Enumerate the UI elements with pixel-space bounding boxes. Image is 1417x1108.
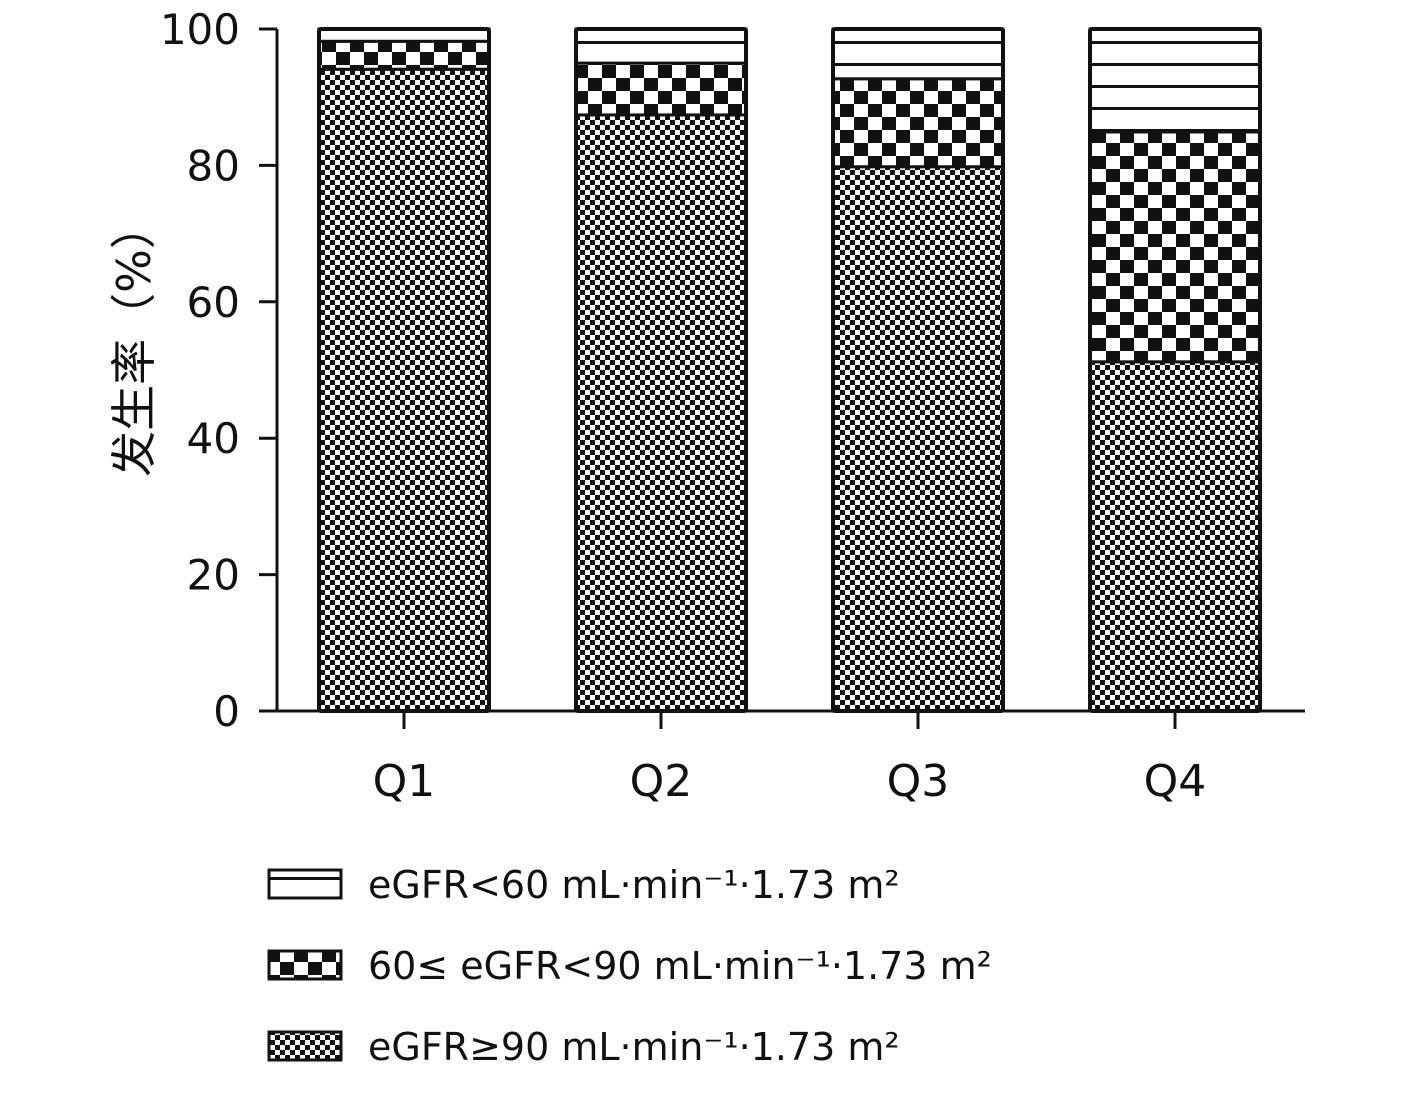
y-tick-label: 20 (187, 551, 240, 600)
legend-label: eGFR<60 mL·min⁻¹·1.73 m² (368, 863, 900, 907)
y-tick-label: 80 (187, 141, 240, 190)
y-axis-label: 发生率（%） (107, 203, 161, 477)
legend-swatch-fine-checker (267, 1030, 343, 1062)
y-tick-label: 60 (187, 278, 240, 327)
bar-segment-q3-series-0 (831, 165, 1005, 713)
y-tick-label: 0 (213, 687, 240, 736)
legend-swatch-coarse-checker (267, 949, 343, 981)
bar-segment-q3-series-1 (831, 77, 1005, 169)
bar-segment-q4-series-0 (1088, 360, 1262, 713)
x-tick-label: Q1 (373, 756, 436, 807)
x-tick-label: Q2 (630, 756, 693, 807)
legend-swatch-horizontal-lines (267, 868, 343, 900)
bar-segment-q1-series-1 (317, 39, 491, 71)
legend-label: 60≤ eGFR<90 mL·min⁻¹·1.73 m² (368, 944, 992, 988)
y-tick-label: 100 (160, 5, 240, 54)
bar-segment-q2-series-0 (574, 113, 748, 713)
x-tick-label: Q4 (1144, 756, 1207, 807)
bar-segment-q4-series-1 (1088, 130, 1262, 364)
bar-segment-q3-series-2 (831, 27, 1005, 81)
x-tick-label: Q3 (887, 756, 950, 807)
bar-segment-q4-series-2 (1088, 27, 1262, 134)
bar-segment-q1-series-0 (317, 67, 491, 713)
legend-label: eGFR≥90 mL·min⁻¹·1.73 m² (368, 1025, 900, 1069)
y-tick-label: 40 (187, 414, 240, 463)
bar-segment-q2-series-1 (574, 61, 748, 117)
bar-segment-q2-series-2 (574, 27, 748, 65)
